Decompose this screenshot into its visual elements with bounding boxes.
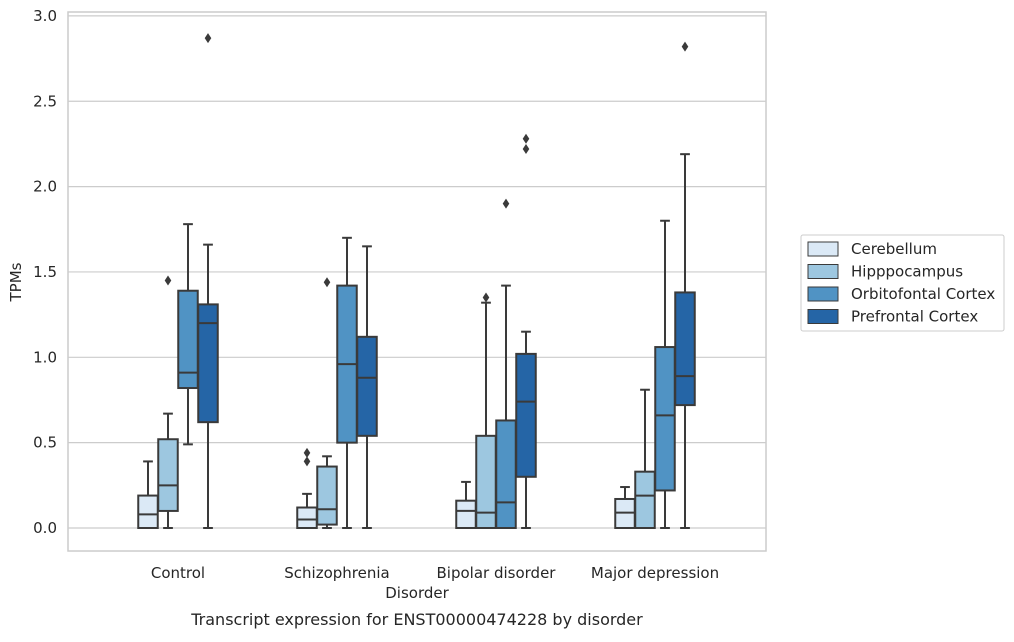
box-cerebellum-schizophrenia	[296, 447, 318, 529]
iqr-box	[157, 438, 179, 512]
box-hipppocampus-control	[157, 275, 179, 529]
box-orbitofontal-cortex-major-depression	[654, 219, 676, 529]
y-tick-label: 3.0	[33, 7, 57, 25]
iqr-box	[356, 335, 378, 437]
iqr-box	[475, 434, 497, 529]
x-axis-label: Disorder	[385, 584, 449, 602]
legend-swatch	[807, 264, 839, 279]
iqr-box	[654, 346, 676, 492]
box-prefrontal-cortex-major-depression	[674, 41, 696, 529]
legend-items: Cerebellum Hipppocampus Orbitofontal Corte…	[807, 240, 995, 326]
outlier-point	[204, 33, 212, 44]
box-cerebellum-control	[137, 460, 159, 529]
legend-frame	[800, 234, 1005, 332]
x-tick-label: Schizophrenia	[284, 564, 389, 582]
legend-swatch	[807, 309, 839, 324]
x-tick-label: Major depression	[591, 564, 719, 582]
y-tick-label: 2.0	[33, 178, 57, 196]
y-tick-label: 0.5	[33, 434, 57, 452]
y-tick-label: 2.5	[33, 92, 57, 110]
y-tick-label: 0.0	[33, 519, 57, 537]
y-axis-label: TPMs	[7, 262, 25, 302]
box-hipppocampus-major-depression	[634, 388, 656, 530]
box-orbitofontal-cortex-control	[177, 223, 199, 446]
box-prefrontal-cortex-bipolar-disorder	[515, 133, 537, 529]
legend-label: Prefrontal Cortex	[851, 308, 978, 326]
outlier-point	[303, 447, 311, 458]
legend-swatch	[807, 241, 839, 257]
legend-label: Orbitofontal Cortex	[851, 285, 995, 303]
iqr-box	[455, 499, 477, 529]
iqr-box	[634, 470, 656, 530]
box-prefrontal-cortex-control	[197, 33, 219, 529]
legend-swatch	[807, 286, 839, 302]
chart-title: Transcript expression for ENST0000047422…	[190, 610, 643, 629]
outlier-point	[522, 133, 530, 144]
iqr-box	[197, 303, 219, 424]
legend-label: Cerebellum	[851, 240, 937, 258]
legend: Cerebellum Hipppocampus Orbitofontal Corte…	[800, 234, 1005, 332]
y-tick-labels: 0.0 0.5 1.0 1.5 2.0 2.5 3.0	[33, 7, 57, 537]
legend-label: Hipppocampus	[851, 263, 963, 281]
iqr-box	[137, 494, 159, 529]
y-tick-label: 1.5	[33, 263, 57, 281]
iqr-box	[674, 291, 696, 407]
x-tick-label: Bipolar disorder	[437, 564, 557, 582]
iqr-box	[316, 465, 338, 526]
iqr-box	[495, 419, 517, 530]
box-hipppocampus-bipolar-disorder	[475, 292, 497, 529]
outlier-point	[323, 277, 331, 288]
outlier-point	[502, 198, 510, 209]
outlier-point	[164, 275, 172, 286]
x-tick-labels: Control Schizophrenia Bipolar disorder Majo…	[151, 564, 719, 582]
box-orbitofontal-cortex-bipolar-disorder	[495, 198, 517, 530]
iqr-box	[296, 506, 318, 529]
iqr-box	[515, 352, 537, 478]
x-tick-label: Control	[151, 564, 205, 582]
outlier-point	[522, 144, 530, 155]
outlier-point	[303, 456, 311, 467]
y-tick-label: 1.0	[33, 348, 57, 366]
plot-frame	[67, 11, 767, 552]
outlier-point	[482, 292, 490, 303]
box-layer	[137, 33, 696, 530]
box-hipppocampus-schizophrenia	[316, 277, 338, 529]
box-prefrontal-cortex-schizophrenia	[356, 245, 378, 529]
outlier-point	[681, 41, 689, 52]
